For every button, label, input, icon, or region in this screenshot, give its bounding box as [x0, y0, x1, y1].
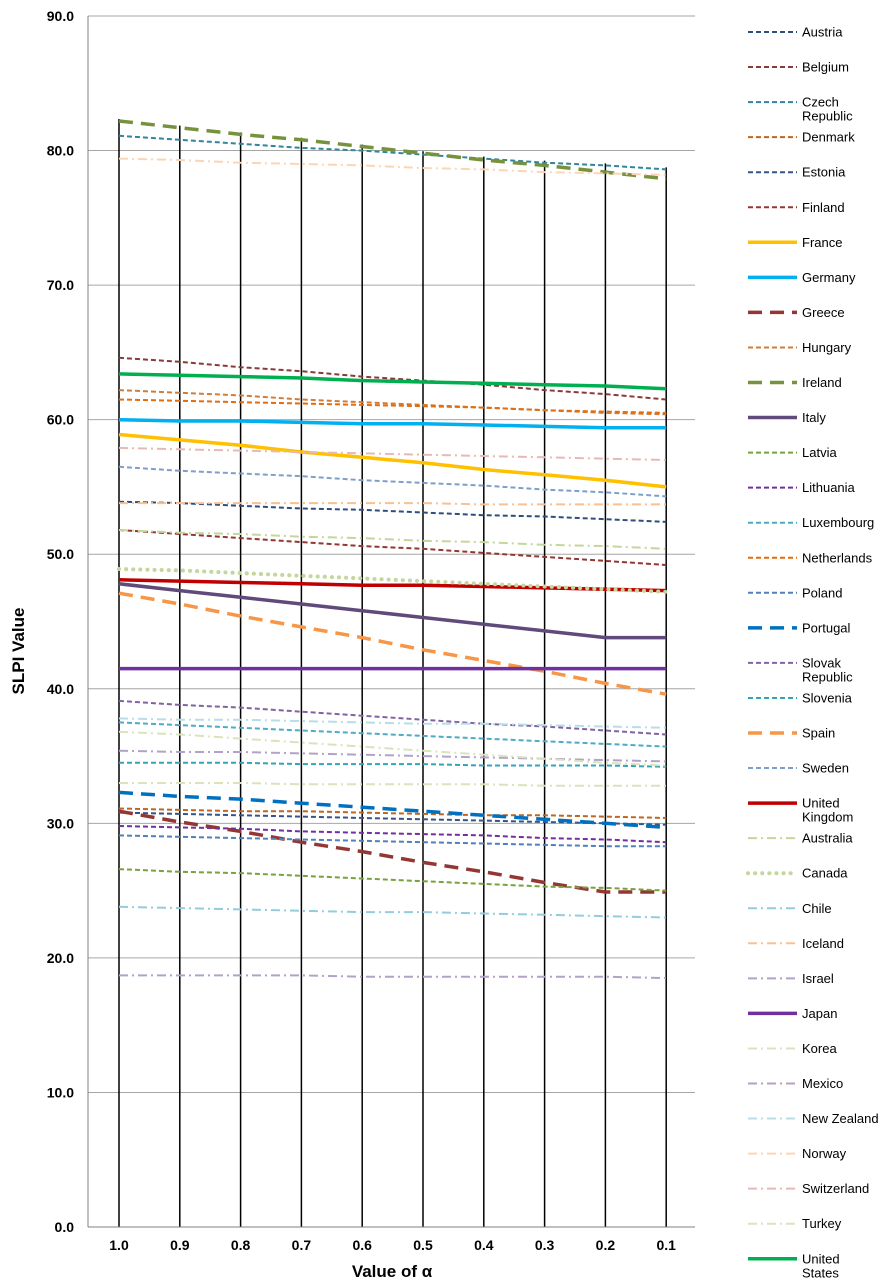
series-line — [118, 372, 667, 391]
legend-label: Spain — [802, 726, 835, 741]
y-tick-labels: 0.0 10.0 20.0 30.0 40.0 50.0 60.0 70.0 80.0 90.0 — [47, 8, 74, 1235]
x-tick-label: 0.8 — [231, 1237, 251, 1253]
axes — [87, 16, 695, 1228]
legend-label: France — [802, 235, 842, 250]
legend-label: New Zealand — [802, 1111, 879, 1126]
series-line — [118, 749, 667, 763]
legend-label: Poland — [802, 585, 842, 600]
series-line — [118, 529, 667, 550]
y-tick-label: 50.0 — [47, 546, 74, 562]
legend-label: Lithuania — [802, 480, 856, 495]
legend-label: Ireland — [802, 375, 842, 390]
legend-label: Finland — [802, 200, 845, 215]
y-tick-label: 20.0 — [47, 950, 74, 966]
legend-label: Portugal — [802, 620, 851, 635]
series-line — [118, 591, 667, 696]
x-tick-label: 0.3 — [535, 1237, 555, 1253]
legend-label: Iceland — [802, 936, 844, 951]
y-tick-label: 30.0 — [47, 815, 74, 831]
x-tick-label: 1.0 — [109, 1237, 129, 1253]
series-line — [118, 417, 667, 430]
series-line — [118, 825, 667, 844]
x-tick-label: 0.2 — [596, 1237, 616, 1253]
legend-label: United States — [802, 1251, 840, 1280]
y-tick-label: 0.0 — [55, 1219, 75, 1235]
series-line — [118, 119, 667, 181]
legend-label: United Kingdom — [802, 796, 853, 825]
y-tick-label: 10.0 — [47, 1084, 74, 1100]
legend-label: Belgium — [802, 60, 849, 75]
series-line — [118, 500, 667, 523]
series-line — [118, 578, 667, 593]
series-line — [118, 807, 667, 819]
legend-label: Italy — [802, 410, 826, 425]
legend-label: Australia — [802, 831, 853, 846]
y-tick-label: 80.0 — [47, 143, 74, 159]
x-axis-title: Value of α — [352, 1262, 433, 1281]
y-tick-label: 90.0 — [47, 8, 74, 24]
category-vertical-lines — [118, 118, 667, 1227]
series-line — [118, 699, 667, 736]
legend: Austria Belgium Czech Republic Denmark Estoni… — [746, 25, 879, 1280]
y-tick-label: 70.0 — [47, 277, 74, 293]
legend-label: Slovenia — [802, 690, 853, 705]
x-tick-label: 0.7 — [292, 1237, 312, 1253]
legend-label: Denmark — [802, 130, 855, 145]
legend-label: Czech Republic — [802, 95, 853, 124]
legend-label: Mexico — [802, 1076, 843, 1091]
series-line — [118, 730, 667, 767]
legend-label: Korea — [802, 1041, 837, 1056]
legend-label: Hungary — [802, 340, 852, 355]
legend-label: Greece — [802, 305, 845, 320]
legend-label: Germany — [802, 270, 856, 285]
x-tick-label: 0.1 — [656, 1237, 676, 1253]
series-line — [119, 502, 667, 506]
series-line — [119, 761, 667, 768]
legend-label: Switzerland — [802, 1181, 869, 1196]
series-line — [118, 398, 667, 414]
series-line — [118, 134, 667, 171]
series-line — [119, 974, 667, 980]
y-axis-title: SLPI Value — [9, 608, 28, 695]
x-tick-labels: 1.0 0.9 0.8 0.7 0.6 0.5 0.4 0.3 0.2 0.1 — [109, 1237, 676, 1253]
legend-label: Latvia — [802, 445, 837, 460]
series-line — [118, 717, 667, 729]
legend-label: Austria — [802, 25, 843, 40]
series-line — [117, 567, 669, 594]
legend-label: Sweden — [802, 761, 849, 776]
series-line — [118, 465, 667, 498]
series-line — [119, 782, 667, 787]
series-line — [118, 582, 667, 640]
series-lines — [117, 119, 669, 980]
x-tick-label: 0.4 — [474, 1237, 494, 1253]
legend-label: Chile — [802, 901, 832, 916]
series-line — [118, 905, 667, 919]
series-line — [118, 446, 667, 461]
x-tick-label: 0.5 — [413, 1237, 433, 1253]
legend-label: Luxembourg — [802, 515, 874, 530]
legend-label: Israel — [802, 971, 834, 986]
series-line — [118, 790, 667, 830]
x-tick-label: 0.9 — [170, 1237, 190, 1253]
x-tick-label: 0.6 — [352, 1237, 372, 1253]
legend-label: Japan — [802, 1006, 837, 1021]
series-line — [118, 868, 667, 892]
series-line — [118, 356, 667, 401]
series-line — [118, 721, 667, 748]
series-line — [118, 157, 667, 176]
series-line — [118, 529, 667, 566]
legend-label: Turkey — [802, 1216, 842, 1231]
legend-label: Netherlands — [802, 550, 873, 565]
legend-label: Norway — [802, 1146, 847, 1161]
y-tick-label: 60.0 — [47, 412, 74, 428]
y-tick-label: 40.0 — [47, 681, 74, 697]
legend-label: Estonia — [802, 165, 846, 180]
legend-label: Canada — [802, 866, 848, 881]
series-line — [118, 811, 667, 826]
series-line — [118, 834, 667, 848]
series-line — [118, 432, 667, 489]
legend-label: Slovak Republic — [802, 655, 853, 684]
